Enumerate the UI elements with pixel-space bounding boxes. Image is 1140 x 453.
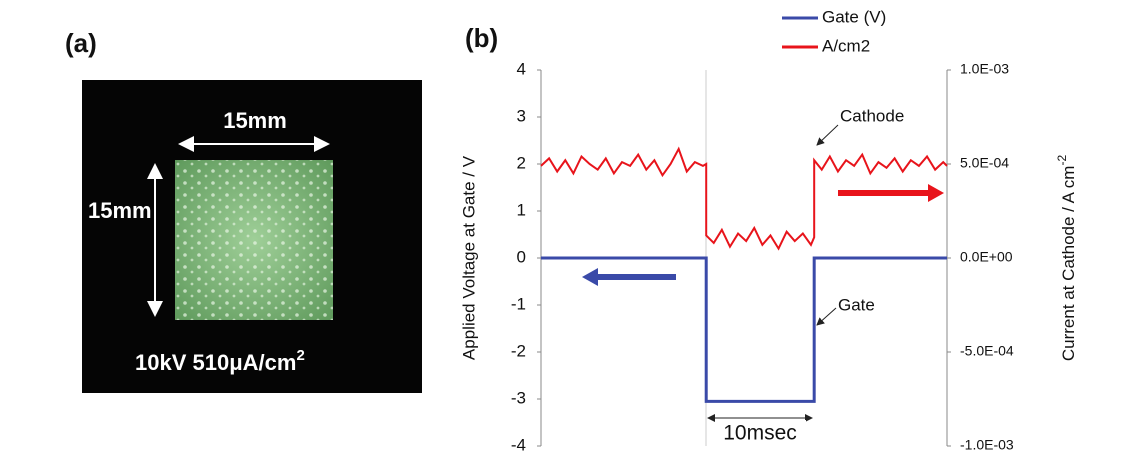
panel-label: (b) [465,23,498,53]
annotation: 10msec [723,422,797,445]
span-label-bg [716,420,806,444]
y-tick-label: 0 [517,247,526,266]
y-tick-label: -2 [511,341,526,360]
legend-label: A/cm2 [822,36,870,55]
legend-label: Gate (V) [822,7,886,26]
y-tick-label: -3 [511,388,526,407]
panel-label: (a) [65,28,97,58]
y-tick-label: 3 [517,106,526,125]
y2-tick-label: -5.0E-04 [960,343,1014,359]
annotation-arrow [816,124,839,146]
y-axis-title: Applied Voltage at Gate / V [459,155,478,360]
y2-tick-label: -1.0E-03 [960,437,1014,453]
series-line [541,256,947,403]
caption: 10kV 510μA/cm2 [135,347,305,375]
height-label: 15mm [88,198,152,223]
direction-arrow-head [928,184,944,202]
y-tick-label: 1 [517,200,526,219]
annotation: Cathode [840,106,904,125]
y2-tick-label: 1.0E-03 [960,61,1009,77]
width-label: 15mm [223,108,287,133]
y2-tick-label: 0.0E+00 [960,249,1013,265]
y2-title-text: Current at Cathode / A cm [1059,166,1078,362]
y-tick-label: -4 [511,435,526,453]
series-line [540,146,948,251]
caption-sup: 2 [296,347,304,364]
annotation-arrow [816,307,837,326]
y2-tick-label: 5.0E-04 [960,155,1009,171]
annotation: Gate [838,295,875,314]
emission-texture [175,160,333,320]
direction-arrow-head [582,268,598,286]
y-tick-label: -1 [511,294,526,313]
y2-title-sup: -2 [1055,155,1069,166]
caption-text: 10kV 510μA/cm [135,350,296,375]
y-tick-label: 2 [517,153,526,172]
y2-axis-title: Current at Cathode / A cm-2 [1055,155,1078,362]
y-tick-label: 4 [517,59,526,78]
